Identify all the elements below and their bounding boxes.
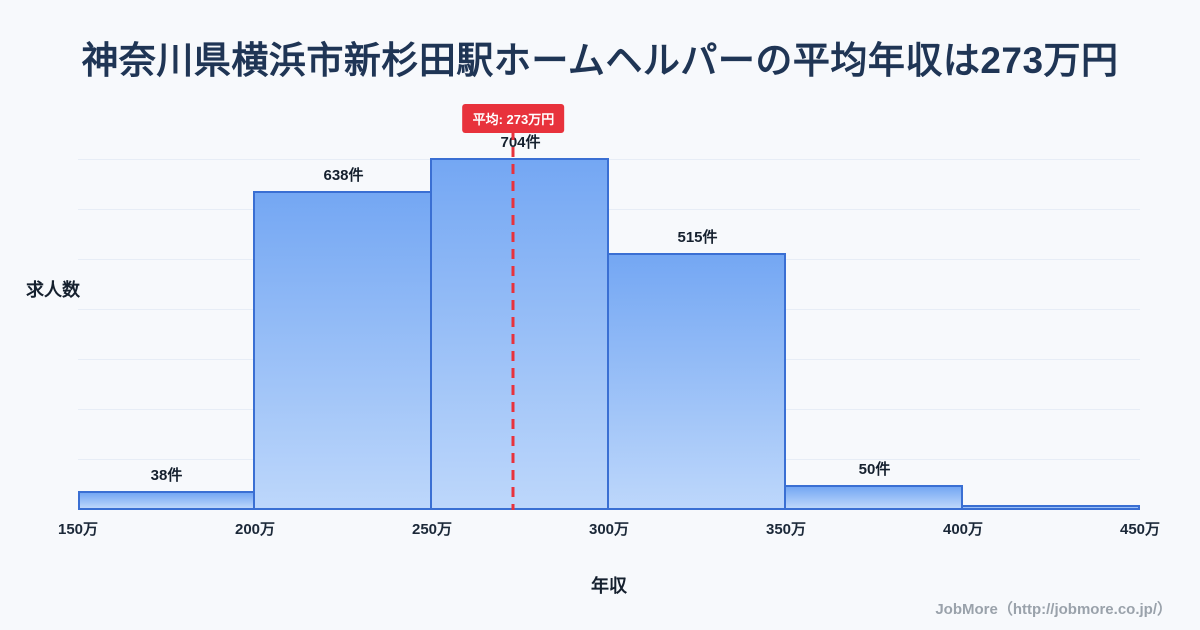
x-tick-label: 250万 (411, 521, 453, 538)
histogram-bin: 50件 (784, 130, 963, 510)
x-axis-ticks: 150万 200万 250万 300万 350万 400万 450万 (58, 518, 1160, 540)
page-title: 神奈川県横浜市新杉田駅ホームヘルパーの平均年収は273万円 (81, 40, 1119, 81)
x-tick-label: 200万 (234, 521, 276, 538)
histogram-bin: 638件 (253, 130, 432, 510)
x-tick-label: 150万 (57, 521, 99, 538)
x-tick-label: 400万 (942, 521, 984, 538)
average-badge: 平均: 273万円 (462, 104, 565, 133)
histogram-bin: 515件 (607, 130, 786, 510)
histogram-bin (961, 130, 1140, 510)
histogram-bars: 38件 638件 704件 515件 50件 (78, 130, 1140, 510)
histogram-bar (961, 505, 1140, 510)
x-tick-label: 350万 (765, 521, 807, 538)
plot-area: 38件 638件 704件 515件 50件 平均: 273万円 (78, 104, 1140, 510)
gridline (78, 159, 1140, 160)
histogram-bar (607, 252, 786, 510)
x-axis-label: 年収 (591, 576, 627, 596)
x-tick-label: 450万 (1119, 521, 1161, 538)
gridline (78, 209, 1140, 210)
histogram-bin: 38件 (78, 130, 255, 510)
bar-count-label: 638件 (323, 167, 364, 184)
histogram-bar (784, 485, 963, 510)
x-tick-label: 300万 (588, 521, 630, 538)
bar-count-label: 704件 (500, 134, 541, 151)
bar-count-label: 515件 (677, 228, 718, 246)
bar-count-label: 38件 (150, 467, 183, 484)
average-line (511, 130, 515, 510)
credit-text: JobMore（http://jobmore.co.jp/） (935, 601, 1172, 618)
histogram-bar (430, 158, 609, 510)
histogram-bar (78, 491, 255, 510)
histogram-bin: 704件 (430, 130, 609, 510)
histogram-bar (253, 191, 432, 510)
y-axis-label: 求人数 (26, 280, 80, 300)
bar-count-label: 50件 (858, 461, 891, 478)
